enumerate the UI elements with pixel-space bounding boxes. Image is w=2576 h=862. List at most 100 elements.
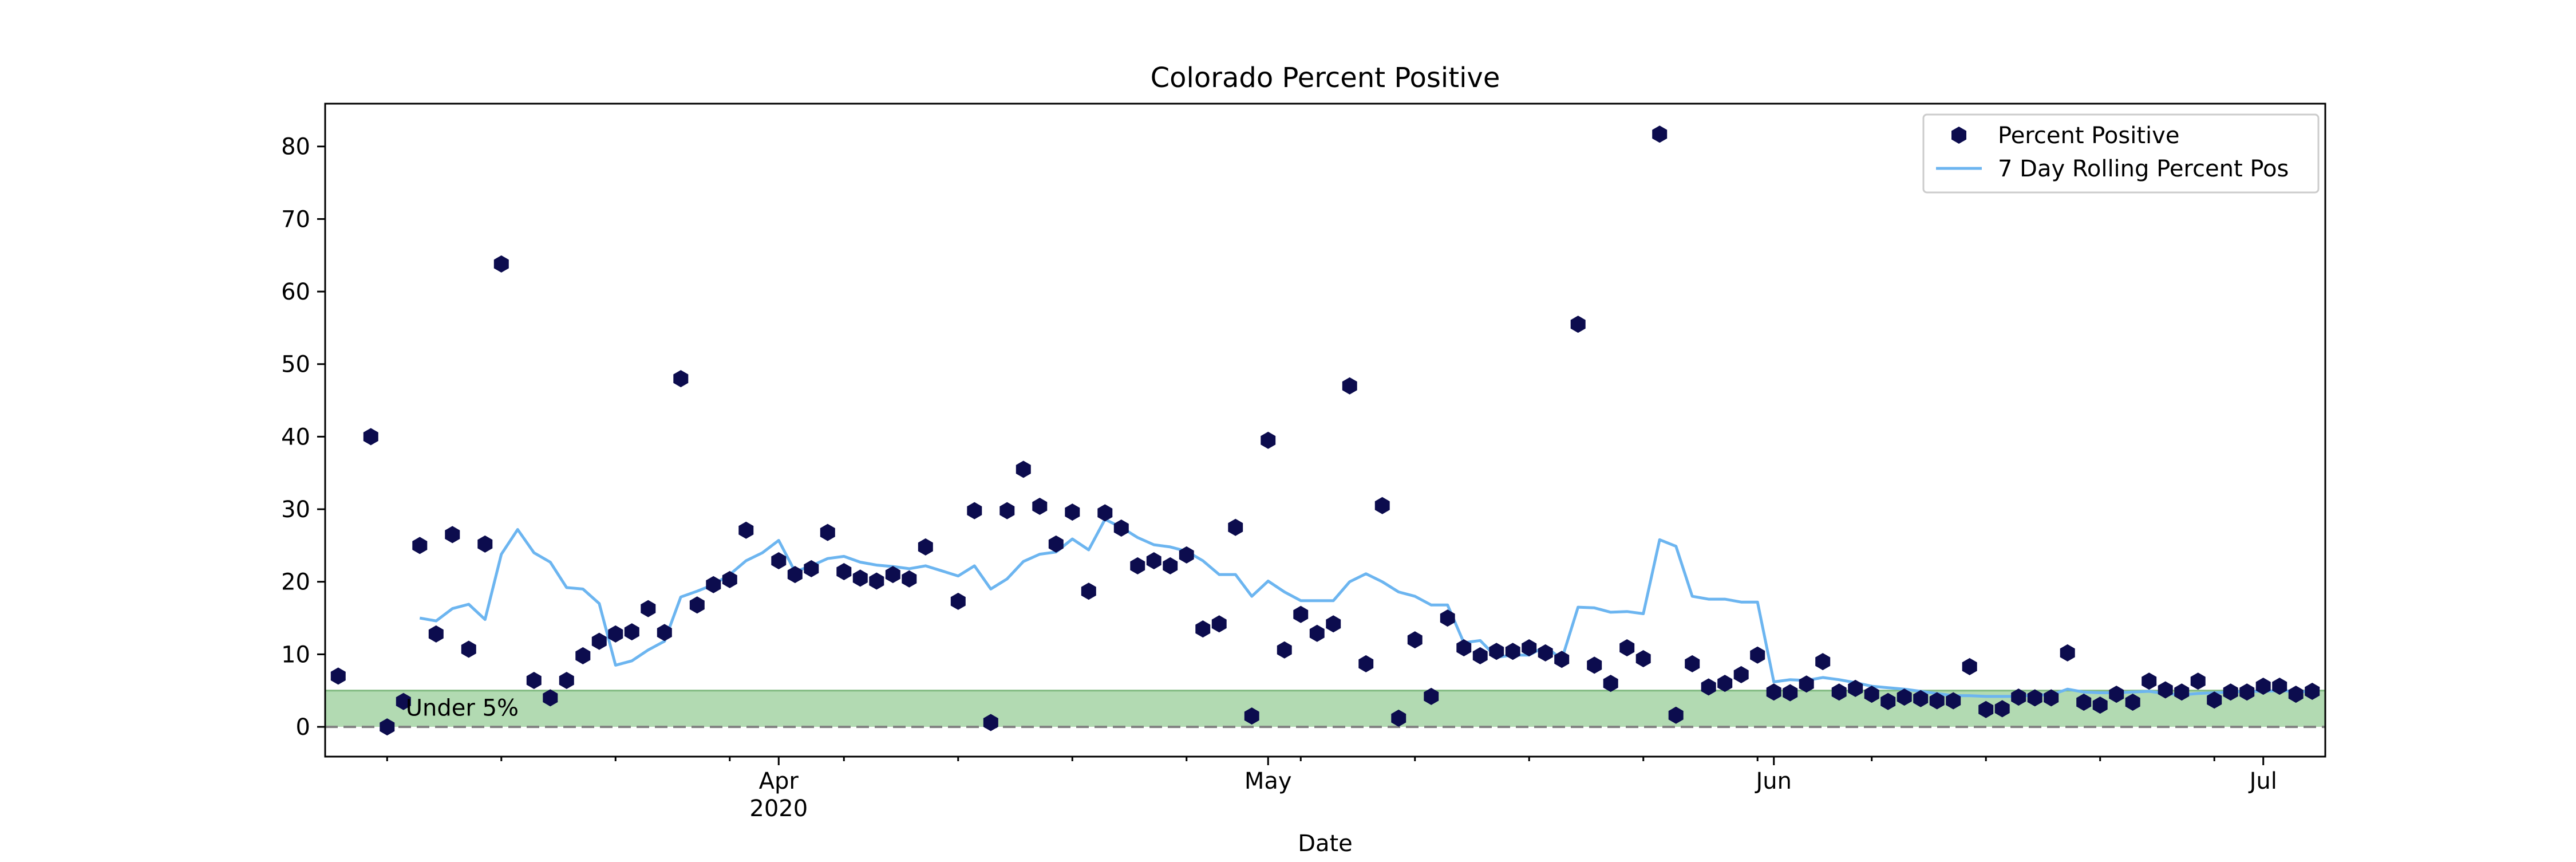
percent-positive-point: [1065, 503, 1080, 521]
percent-positive-point: [1946, 692, 1961, 710]
y-tick-label: 40: [281, 424, 310, 450]
percent-positive-point: [1244, 707, 1259, 725]
percent-positive-point: [2305, 683, 2320, 700]
percent-positive-point: [1211, 615, 1227, 633]
x-axis-label: Date: [1298, 830, 1353, 857]
percent-positive-point: [1472, 647, 1488, 664]
percent-positive-point: [1864, 686, 1879, 703]
percent-positive-point: [608, 625, 623, 643]
percent-positive-point: [1195, 620, 1211, 638]
percent-positive-point: [738, 521, 754, 539]
percent-positive-point: [1081, 582, 1096, 600]
x-tick-year-label: 2020: [749, 796, 808, 822]
percent-positive-point: [1783, 684, 1798, 702]
percent-positive-point: [869, 572, 884, 590]
percent-positive-point: [526, 672, 542, 689]
percent-positive-point: [1570, 316, 1586, 333]
percent-positive-point: [950, 592, 966, 610]
y-tick-label: 20: [281, 569, 310, 596]
percent-positive-point: [1146, 552, 1161, 569]
percent-positive-point: [2092, 696, 2108, 714]
percent-positive-point: [1701, 678, 1716, 696]
y-tick-label: 30: [281, 497, 310, 523]
percent-positive-point: [559, 672, 574, 689]
percent-positive-point: [1913, 690, 1929, 707]
percent-positive-point: [2272, 678, 2287, 695]
percent-positive-point: [1880, 692, 1896, 710]
percent-positive-point: [1897, 688, 1912, 706]
percent-positive-point: [1391, 709, 1406, 727]
percent-positive-point: [771, 552, 787, 569]
percent-positive-point: [1668, 706, 1684, 724]
percent-positive-point: [591, 632, 607, 650]
percent-positive-point: [1179, 546, 1194, 564]
percent-positive-point: [1848, 679, 1863, 697]
percent-positive-point: [1456, 639, 1472, 656]
percent-positive-point: [1815, 653, 1831, 671]
legend-box: [1922, 113, 2320, 194]
percent-positive-point: [1619, 639, 1635, 656]
percent-positive-point: [1587, 656, 1602, 674]
percent-positive-point: [1032, 498, 1048, 515]
percent-positive-point: [412, 537, 428, 554]
percent-positive-point: [852, 569, 868, 587]
percent-positive-point: [1554, 651, 1570, 668]
percent-positive-point: [1505, 643, 1520, 660]
percent-positive-point: [902, 570, 917, 588]
percent-positive-point: [918, 538, 933, 556]
x-tick-label: Jun: [1754, 768, 1792, 794]
percent-positive-point: [2239, 683, 2255, 701]
percent-positive-point: [1489, 643, 1504, 660]
percent-positive-point: [2060, 644, 2075, 662]
percent-positive-point: [1440, 609, 1455, 627]
legend-marker-percent-positive: [1951, 127, 1966, 144]
percent-positive-point: [2158, 681, 2173, 699]
percent-positive-point: [1293, 605, 1309, 623]
percent-positive-point: [1228, 518, 1243, 536]
percent-positive-point: [2223, 683, 2238, 701]
percent-positive-point: [999, 502, 1015, 519]
percent-positive-point: [2174, 683, 2190, 701]
percent-positive-point: [804, 560, 819, 577]
percent-positive-point: [461, 640, 476, 658]
percent-positive-point: [2044, 689, 2059, 707]
percent-positive-point: [1358, 655, 1374, 672]
percent-positive-point: [396, 692, 411, 710]
percent-positive-point: [330, 667, 346, 685]
y-tick-label: 80: [281, 134, 310, 160]
percent-positive-point: [2076, 694, 2092, 711]
percent-positive-point: [445, 526, 460, 544]
percent-positive-point: [1407, 631, 1423, 649]
percent-positive-point: [428, 625, 444, 643]
percent-positive-point: [1717, 675, 1733, 692]
percent-positive-point: [706, 576, 721, 593]
percent-positive-point: [1522, 639, 1537, 656]
percent-positive-point: [380, 718, 395, 736]
percent-positive-point: [1929, 692, 1945, 710]
percent-positive-point: [1831, 683, 1847, 701]
percent-positive-point: [1538, 644, 1553, 662]
percent-positive-point: [1097, 504, 1113, 522]
percent-positive-point: [2142, 672, 2157, 690]
x-tick-label: Jul: [2248, 768, 2277, 794]
x-tick-label: May: [1244, 768, 1292, 794]
legend: Percent Positive 7 Day Rolling Percent P…: [1922, 113, 2320, 194]
percent-positive-point: [983, 714, 998, 731]
y-tick-label: 0: [296, 714, 310, 741]
percent-positive-point: [1374, 497, 1390, 514]
percent-positive-point: [2011, 688, 2026, 706]
percent-positive-point: [1799, 675, 1814, 693]
percent-positive-point: [1978, 700, 1994, 718]
y-tick-label: 50: [281, 352, 310, 378]
percent-positive-point: [689, 596, 705, 614]
percent-positive-point: [836, 563, 852, 580]
percent-positive-point: [967, 502, 982, 519]
percent-positive-point: [787, 566, 803, 584]
percent-positive-point: [1962, 658, 1977, 675]
percent-positive-point: [1048, 535, 1064, 553]
y-tick-label: 70: [281, 206, 310, 233]
percent-positive-point: [2027, 689, 2042, 707]
y-tick-label: 60: [281, 279, 310, 305]
